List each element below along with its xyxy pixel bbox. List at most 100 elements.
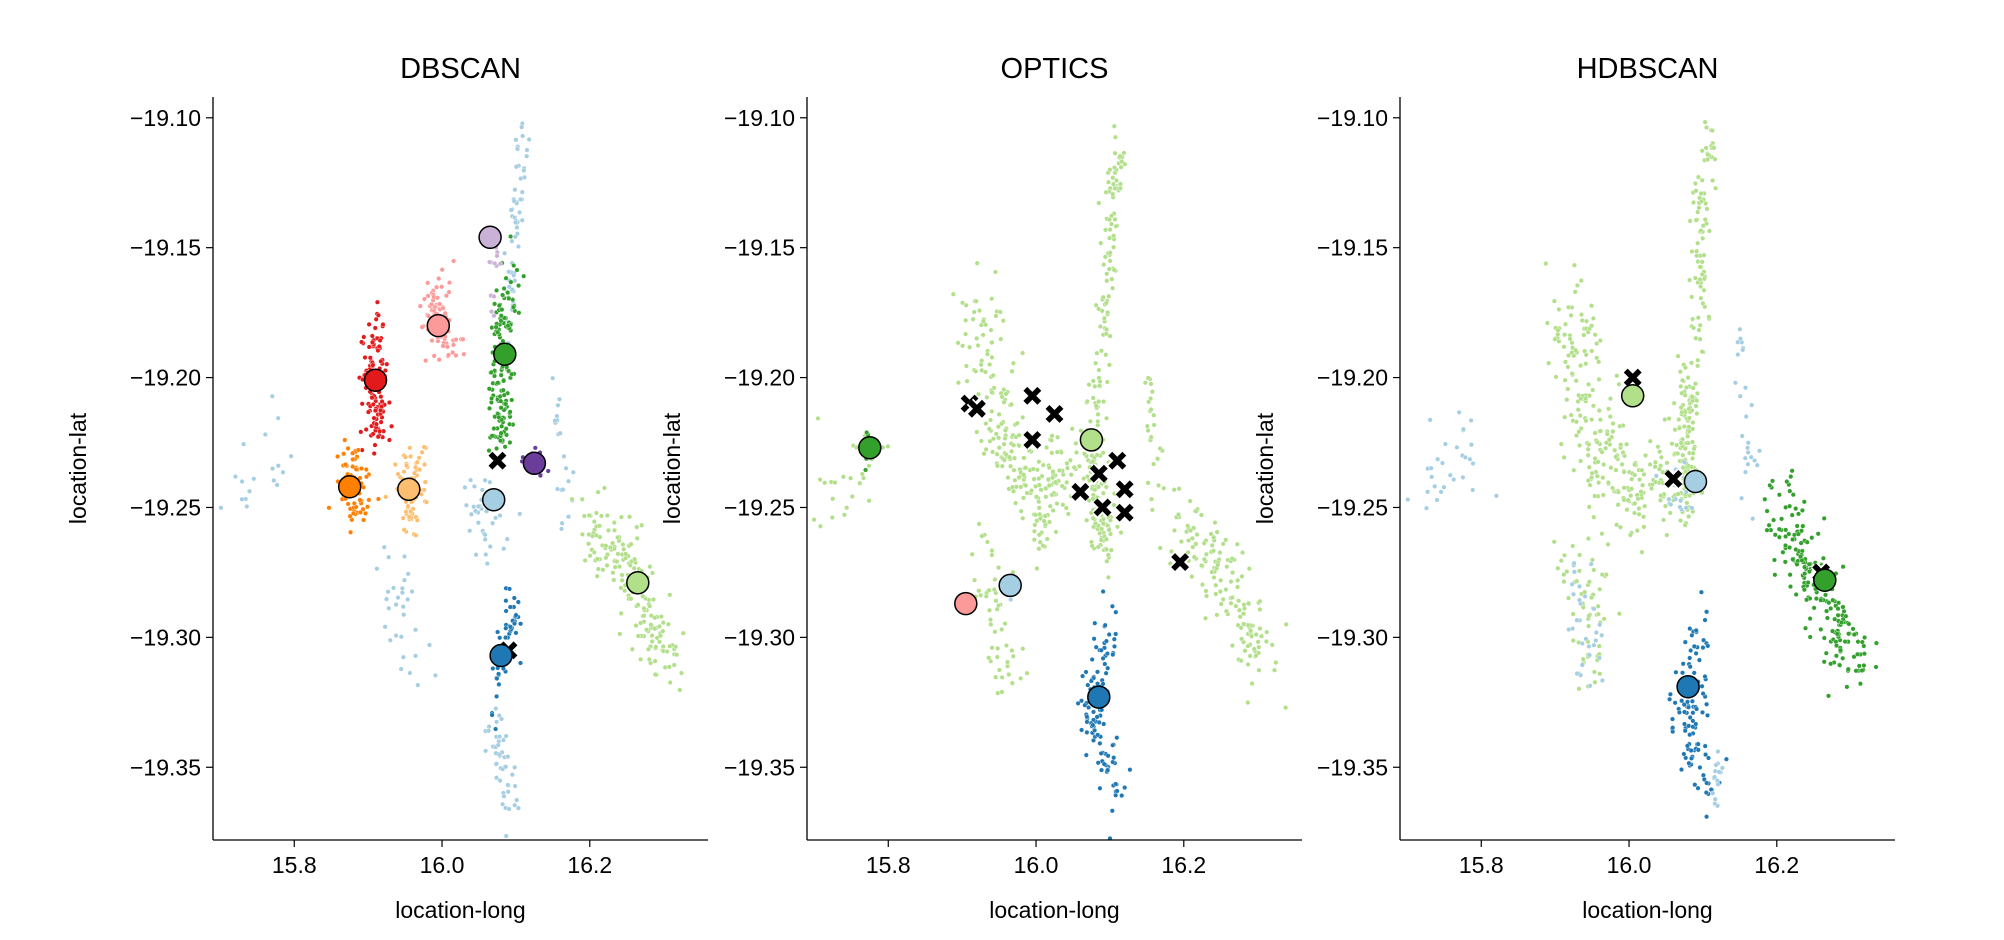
data-point [1575, 407, 1581, 413]
data-point [1795, 511, 1801, 517]
data-point [611, 577, 617, 583]
data-point [473, 508, 479, 514]
data-point [407, 670, 413, 676]
noise-marker [1045, 404, 1064, 423]
data-point [1109, 808, 1115, 814]
noise-centroid-marker [1092, 497, 1113, 518]
data-point [467, 528, 473, 534]
data-point [1807, 616, 1813, 622]
data-point [1101, 399, 1107, 405]
data-point [988, 621, 994, 627]
data-point [1145, 480, 1151, 486]
data-point [1111, 636, 1117, 642]
data-point [1098, 348, 1104, 354]
data-point [1574, 578, 1580, 584]
data-point [1681, 702, 1687, 708]
data-point [1574, 671, 1580, 677]
data-point [679, 670, 685, 676]
data-point [1618, 442, 1624, 448]
data-point [1693, 335, 1699, 341]
data-point [1064, 479, 1070, 485]
y-tick-label: −19.10 [724, 105, 795, 131]
data-point [380, 322, 386, 328]
data-point [1010, 653, 1016, 659]
data-point [1096, 399, 1102, 405]
data-point [1682, 409, 1688, 415]
data-point [395, 595, 401, 601]
y-tick-label: −19.25 [1317, 494, 1388, 520]
data-point [1264, 629, 1270, 635]
data-point [1705, 151, 1711, 157]
data-point [1239, 636, 1245, 642]
data-point [967, 344, 973, 350]
data-point [1693, 403, 1699, 409]
data-point [975, 343, 981, 349]
data-point [1097, 379, 1103, 385]
data-point [989, 296, 995, 302]
data-point [1084, 729, 1090, 735]
data-point [398, 666, 404, 672]
data-point [1016, 432, 1022, 438]
data-point [1562, 359, 1568, 365]
data-point [988, 417, 994, 423]
data-point [591, 549, 597, 555]
data-point [335, 454, 341, 460]
data-point [1807, 634, 1813, 640]
data-point [1571, 262, 1577, 268]
data-point [554, 486, 560, 492]
data-point [1680, 661, 1686, 667]
data-point [521, 167, 527, 173]
data-point [1241, 605, 1247, 611]
data-point [1113, 177, 1119, 183]
data-point [1199, 582, 1205, 588]
data-point [1846, 621, 1852, 627]
data-point [1737, 336, 1743, 342]
data-point [1805, 580, 1811, 586]
data-point [1820, 555, 1826, 561]
data-point [1110, 652, 1116, 658]
data-point [983, 446, 989, 452]
data-point [1154, 456, 1160, 462]
data-point [1739, 433, 1745, 439]
data-point [1014, 420, 1020, 426]
data-point [1735, 352, 1741, 358]
data-point [1105, 310, 1111, 316]
data-point [1801, 499, 1807, 505]
data-point [1242, 648, 1248, 654]
data-point [514, 224, 520, 230]
data-point [498, 398, 504, 404]
data-point [995, 463, 1001, 469]
data-point [1699, 259, 1705, 265]
data-point [378, 394, 384, 400]
data-point [1690, 199, 1696, 205]
data-point [604, 513, 610, 519]
data-point [1558, 441, 1564, 447]
data-point [1610, 429, 1616, 435]
data-point [1090, 737, 1096, 743]
data-point [505, 290, 511, 296]
y-tick-label: −19.15 [130, 235, 201, 261]
data-point [232, 474, 238, 480]
data-point [371, 415, 377, 421]
data-point [493, 515, 499, 521]
data-point [1442, 441, 1448, 447]
data-point [635, 633, 641, 639]
data-point [1220, 541, 1226, 547]
data-point [1037, 511, 1043, 517]
noise-centroid-marker [1044, 403, 1065, 425]
data-point [993, 598, 999, 604]
data-point [1586, 643, 1592, 649]
data-point [1257, 607, 1263, 613]
data-point [964, 378, 970, 384]
data-point [446, 352, 452, 358]
data-point [1643, 452, 1649, 458]
data-point [976, 391, 982, 397]
data-point [1705, 643, 1711, 649]
data-point [1678, 518, 1684, 524]
data-point [1689, 248, 1695, 254]
data-point [1451, 477, 1457, 483]
data-point [1635, 496, 1641, 502]
data-point [1587, 683, 1593, 689]
data-point [1048, 437, 1054, 443]
data-point [1794, 561, 1800, 567]
